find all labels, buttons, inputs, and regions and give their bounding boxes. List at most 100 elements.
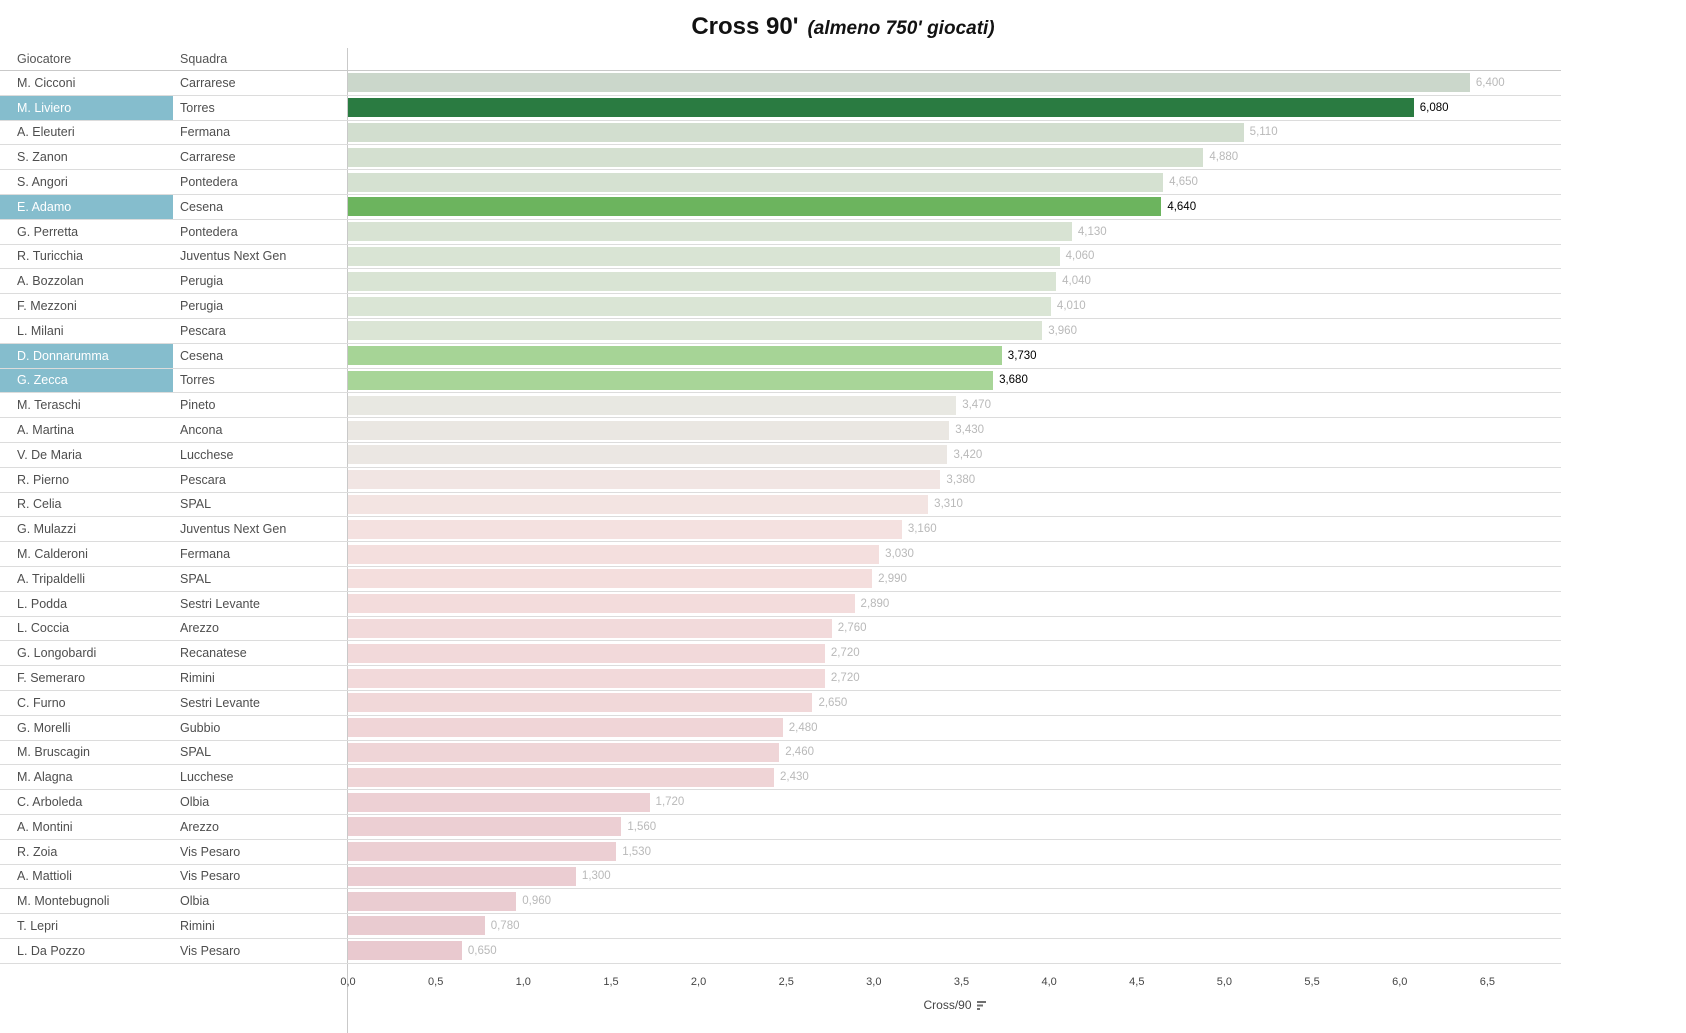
bar[interactable] — [348, 172, 1164, 192]
bar[interactable] — [348, 767, 774, 787]
team-cell[interactable]: Juventus Next Gen — [180, 522, 287, 537]
sort-descending-icon[interactable] — [976, 1000, 986, 1010]
player-cell[interactable]: A. Montini — [17, 819, 73, 834]
player-cell[interactable]: T. Lepri — [17, 918, 58, 933]
player-cell[interactable]: M. Alagna — [17, 770, 73, 785]
player-cell[interactable]: S. Zanon — [17, 150, 68, 165]
bar[interactable] — [348, 420, 950, 440]
player-cell[interactable]: L. Da Pozzo — [17, 943, 86, 958]
bar[interactable] — [348, 742, 780, 762]
player-cell[interactable]: A. Eleuteri — [17, 125, 75, 140]
bar[interactable] — [348, 122, 1244, 142]
player-cell[interactable]: A. Mattioli — [17, 869, 72, 884]
bar[interactable] — [348, 544, 880, 564]
player-cell[interactable]: R. Celia — [17, 497, 62, 512]
player-cell[interactable]: F. Semeraro — [17, 671, 86, 686]
bar[interactable] — [348, 693, 813, 713]
bar[interactable] — [348, 494, 929, 514]
team-cell[interactable]: Torres — [180, 100, 215, 115]
bar[interactable] — [348, 296, 1051, 316]
team-cell[interactable]: Cesena — [180, 199, 224, 214]
player-cell[interactable]: L. Milani — [17, 323, 64, 338]
bar[interactable] — [348, 817, 622, 837]
player-cell[interactable]: R. Turicchia — [17, 249, 83, 264]
bar[interactable] — [348, 891, 517, 911]
bar[interactable] — [348, 73, 1470, 93]
player-cell[interactable]: F. Mezzoni — [17, 299, 77, 314]
team-cell[interactable]: Pontedera — [180, 175, 238, 190]
player-cell[interactable]: M. Teraschi — [17, 398, 81, 413]
team-cell[interactable]: Olbia — [180, 894, 210, 909]
team-cell[interactable]: Rimini — [180, 918, 215, 933]
bar[interactable] — [348, 792, 650, 812]
player-cell[interactable]: G. Zecca — [0, 368, 173, 393]
player-cell[interactable]: R. Pierno — [17, 472, 70, 487]
player-cell[interactable]: A. Bozzolan — [17, 274, 84, 289]
team-cell[interactable]: Sestri Levante — [180, 695, 260, 710]
team-cell[interactable]: Vis Pesaro — [180, 943, 241, 958]
bar[interactable] — [348, 321, 1043, 341]
team-cell[interactable]: Perugia — [180, 299, 224, 314]
bar[interactable] — [348, 594, 855, 614]
player-cell[interactable]: M. Calderoni — [17, 547, 88, 562]
player-cell[interactable]: E. Adamo — [0, 194, 173, 219]
player-cell[interactable]: M. Bruscagin — [17, 745, 90, 760]
team-cell[interactable]: Sestri Levante — [180, 596, 260, 611]
bar[interactable] — [348, 718, 783, 738]
team-cell[interactable]: Perugia — [180, 274, 224, 289]
bar[interactable] — [348, 519, 902, 539]
team-cell[interactable]: Olbia — [180, 795, 210, 809]
team-cell[interactable]: Vis Pesaro — [180, 844, 241, 859]
bar[interactable] — [348, 941, 462, 961]
player-cell[interactable]: G. Perretta — [17, 224, 79, 239]
team-cell[interactable]: Fermana — [180, 547, 231, 562]
player-cell[interactable]: C. Arboleda — [17, 795, 83, 809]
player-cell[interactable]: G. Longobardi — [17, 646, 97, 661]
bar[interactable] — [348, 470, 941, 490]
bar[interactable] — [348, 866, 576, 886]
team-cell[interactable]: Gubbio — [180, 720, 221, 735]
team-cell[interactable]: Fermana — [180, 125, 231, 140]
player-cell[interactable]: M. Liviero — [0, 95, 173, 120]
team-cell[interactable]: Lucchese — [180, 770, 234, 785]
team-cell[interactable]: Pineto — [180, 398, 216, 413]
team-cell[interactable]: SPAL — [180, 497, 212, 512]
player-cell[interactable]: A. Tripaldelli — [17, 571, 86, 586]
team-cell[interactable]: Carrarese — [180, 150, 236, 165]
bar[interactable] — [348, 916, 485, 936]
player-cell[interactable]: G. Mulazzi — [17, 522, 77, 537]
player-cell[interactable]: A. Martina — [17, 423, 74, 438]
player-cell[interactable]: R. Zoia — [17, 844, 58, 859]
team-cell[interactable]: Carrarese — [180, 75, 236, 90]
team-cell[interactable]: Lucchese — [180, 447, 234, 462]
team-cell[interactable]: Pescara — [180, 472, 226, 487]
team-cell[interactable]: Arezzo — [180, 819, 219, 834]
team-cell[interactable]: Torres — [180, 373, 215, 388]
team-cell[interactable]: SPAL — [180, 745, 212, 760]
bar[interactable] — [348, 618, 832, 638]
player-cell[interactable]: V. De Maria — [17, 447, 82, 462]
player-cell[interactable]: M. Cicconi — [17, 75, 76, 90]
bar[interactable] — [348, 445, 948, 465]
team-cell[interactable]: Recanatese — [180, 646, 247, 661]
column-header-squadra[interactable]: Squadra — [180, 52, 228, 66]
team-cell[interactable]: Pescara — [180, 323, 226, 338]
team-cell[interactable]: Arezzo — [180, 621, 219, 636]
bar[interactable] — [348, 246, 1060, 266]
team-cell[interactable]: Juventus Next Gen — [180, 249, 287, 264]
bar[interactable] — [348, 842, 617, 862]
bar[interactable] — [348, 222, 1072, 242]
player-cell[interactable]: L. Coccia — [17, 621, 70, 636]
bar[interactable] — [348, 569, 873, 589]
bar[interactable] — [348, 147, 1204, 167]
player-cell[interactable]: S. Angori — [17, 175, 68, 190]
bar[interactable] — [348, 370, 994, 390]
bar[interactable] — [348, 643, 825, 663]
team-cell[interactable]: Ancona — [180, 423, 223, 438]
bar[interactable] — [348, 98, 1414, 118]
bar[interactable] — [348, 668, 825, 688]
player-cell[interactable]: G. Morelli — [17, 720, 71, 735]
bar[interactable] — [348, 346, 1002, 366]
column-header-giocatore[interactable]: Giocatore — [17, 52, 72, 66]
player-cell[interactable]: L. Podda — [17, 596, 68, 611]
